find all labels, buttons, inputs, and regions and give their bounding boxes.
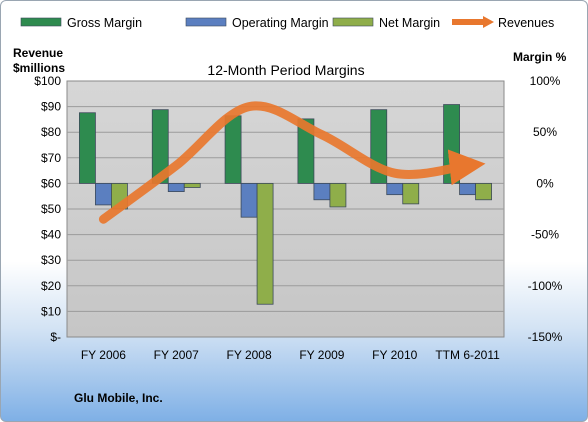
left-tick-label: $20 bbox=[41, 279, 61, 293]
right-tick-label: 100% bbox=[530, 74, 561, 88]
legend-swatch-operating-margin bbox=[185, 17, 227, 27]
bar-operating-margin bbox=[167, 182, 185, 192]
left-tick-label: $10 bbox=[41, 304, 61, 318]
bar-net-margin bbox=[256, 182, 274, 305]
category-label: FY 2010 bbox=[372, 348, 417, 362]
bar-gross-margin bbox=[151, 109, 169, 184]
right-tick-label: 50% bbox=[533, 125, 557, 139]
legend-swatch-net-margin bbox=[332, 17, 374, 27]
bar-net-margin bbox=[329, 182, 347, 208]
legend-label-revenues: Revenues bbox=[498, 16, 554, 30]
right-tick-label: 0% bbox=[536, 176, 554, 190]
bar-net-margin bbox=[475, 182, 492, 201]
bar-net-margin bbox=[402, 182, 420, 205]
right-tick-label: -150% bbox=[528, 330, 563, 344]
category-label: FY 2006 bbox=[81, 348, 126, 362]
left-tick-label: $90 bbox=[41, 100, 61, 114]
legend-label-gross-margin: Gross Margin bbox=[67, 16, 142, 30]
left-tick-label: $40 bbox=[41, 228, 61, 242]
revenues-line bbox=[98, 101, 486, 224]
left-tick-label: $80 bbox=[41, 125, 61, 139]
left-tick-label: $50 bbox=[41, 202, 61, 216]
left-tick-label: $70 bbox=[41, 151, 61, 165]
left-tick-label: $100 bbox=[34, 74, 61, 88]
bar-operating-margin bbox=[313, 182, 331, 201]
legend-swatch-gross-margin bbox=[20, 17, 62, 27]
left-axis-label-line1: Revenue bbox=[13, 46, 63, 60]
left-tick-label: $30 bbox=[41, 253, 61, 267]
bar-gross-margin bbox=[224, 115, 242, 184]
category-label: FY 2007 bbox=[154, 348, 199, 362]
right-axis-label: Margin % bbox=[513, 50, 567, 64]
bar-net-margin bbox=[183, 182, 201, 188]
category-label: TTM 6-2011 bbox=[435, 348, 500, 362]
right-tick-label: -100% bbox=[528, 279, 563, 293]
bar-operating-margin bbox=[95, 182, 112, 206]
category-label: FY 2008 bbox=[227, 348, 272, 362]
bar-operating-margin bbox=[240, 182, 258, 218]
company-name: Glu Mobile, Inc. bbox=[74, 391, 163, 405]
right-tick-label: -50% bbox=[531, 228, 559, 242]
legend-arrow-icon bbox=[483, 16, 494, 28]
bar-gross-margin bbox=[297, 118, 315, 184]
legend-label-net-margin: Net Margin bbox=[379, 16, 440, 30]
left-tick-label: $60 bbox=[41, 176, 61, 190]
legend-label-operating-margin: Operating Margin bbox=[232, 16, 329, 30]
left-tick-label: $- bbox=[50, 330, 61, 344]
bar-operating-margin bbox=[386, 182, 404, 196]
bar-operating-margin bbox=[459, 182, 476, 196]
category-label: FY 2009 bbox=[299, 348, 344, 362]
left-axis-label-line2: $millions bbox=[13, 61, 65, 75]
bar-gross-margin bbox=[79, 112, 96, 184]
chart-title: 12-Month Period Margins bbox=[207, 62, 364, 78]
